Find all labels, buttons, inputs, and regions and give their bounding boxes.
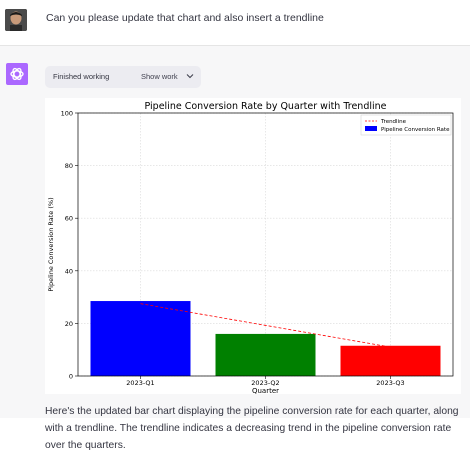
- trendline: [140, 303, 391, 348]
- assistant-response-text: Here's the updated bar chart displaying …: [45, 406, 459, 451]
- y-tick-label: 20: [65, 320, 73, 328]
- x-tick-label: 2023-Q3: [376, 379, 404, 387]
- user-avatar: [5, 9, 27, 31]
- legend-box: [360, 114, 452, 136]
- x-axis-label: Quarter: [252, 387, 279, 394]
- chart-title: Pipeline Conversion Rate by Quarter with…: [145, 101, 387, 112]
- y-axis-label: Pipeline Conversion Rate (%): [47, 197, 55, 291]
- user-message-text: Can you please update that chart and als…: [46, 12, 324, 24]
- legend-bar-swatch: [365, 126, 377, 131]
- y-tick-label: 40: [65, 267, 73, 275]
- bar: [90, 301, 191, 376]
- show-work-button[interactable]: Show work: [141, 72, 178, 81]
- assistant-message-row: Finished working Show work Pipeline Conv…: [0, 46, 470, 451]
- y-tick-label: 60: [65, 215, 73, 223]
- plot-frame: [77, 112, 454, 377]
- x-tick-label: 2023-Q2: [251, 379, 279, 387]
- y-tick-label: 80: [65, 162, 73, 170]
- legend-label-conversion-rate: Pipeline Conversion Rate: [381, 127, 450, 133]
- chart-image: Pipeline Conversion Rate by Quarter with…: [45, 98, 461, 395]
- chevron-down-icon[interactable]: [186, 72, 194, 82]
- user-message-row: Can you please update that chart and als…: [0, 0, 470, 46]
- openai-logo-icon: [6, 63, 28, 85]
- y-tick-label: 100: [61, 110, 73, 118]
- bar: [340, 345, 441, 376]
- status-label: Finished working: [53, 72, 110, 81]
- bar-chart: Pipeline Conversion Rate by Quarter with…: [47, 101, 454, 395]
- y-tick-label: 0: [69, 373, 73, 381]
- legend-label-trendline: Trendline: [380, 119, 407, 125]
- bar: [215, 333, 316, 376]
- x-tick-label: 2023-Q1: [126, 379, 154, 387]
- finished-working-pill[interactable]: Finished working Show work: [45, 66, 201, 88]
